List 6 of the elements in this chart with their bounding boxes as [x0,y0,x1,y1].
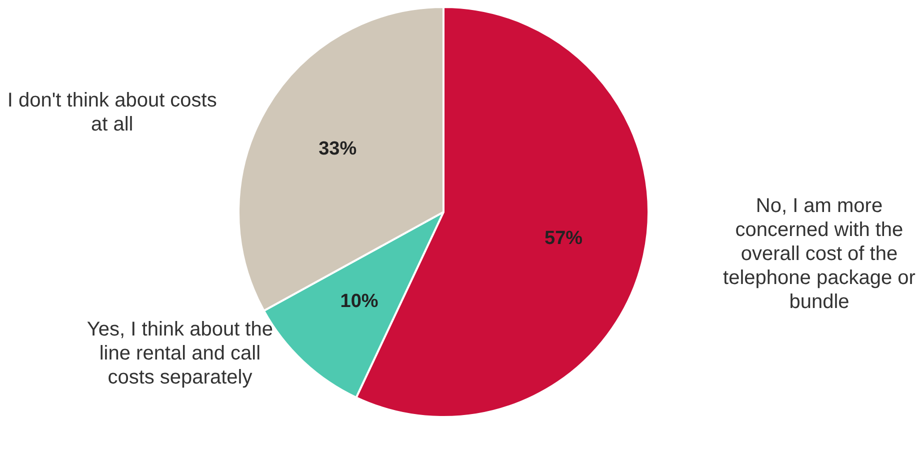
data-label: 33% [318,138,357,160]
data-label: 10% [340,290,378,312]
slice-label: No, I am more concerned with the overall cost of the telephone package or bundle [723,195,916,313]
slice-label: I don't think about costs at all [7,89,217,136]
slice-label: Yes, I think about the line rental and call costs separately [86,318,273,388]
data-label: 57% [544,228,583,250]
